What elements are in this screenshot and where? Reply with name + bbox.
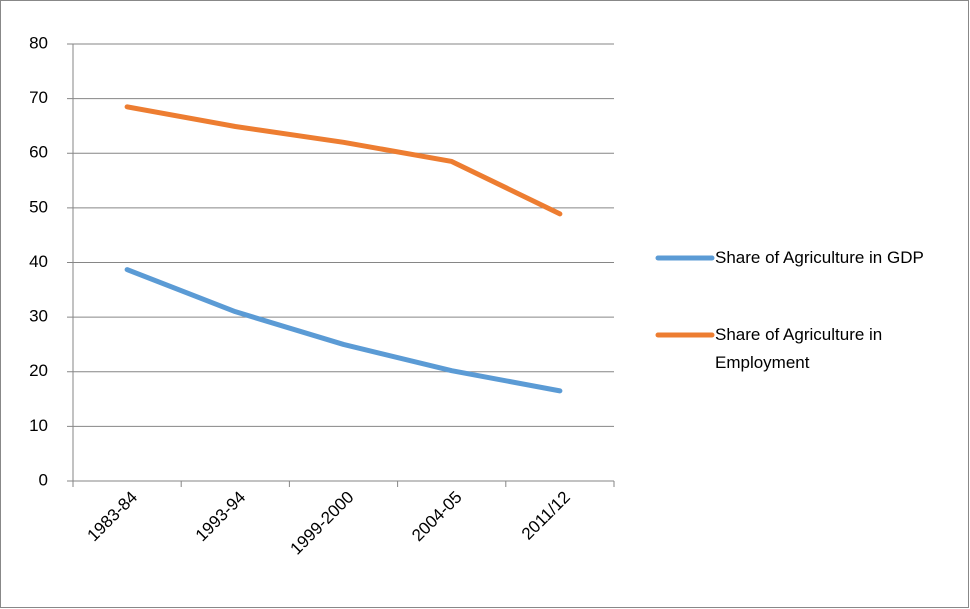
y-tick-label: 30 xyxy=(29,307,48,326)
y-tick-label: 60 xyxy=(29,143,48,162)
y-tick-label: 50 xyxy=(29,197,48,216)
y-tick-label: 20 xyxy=(29,361,48,380)
legend-label: Share of Agriculture in Employment xyxy=(715,325,883,372)
y-tick-label: 70 xyxy=(29,88,48,107)
y-tick-label: 10 xyxy=(29,416,48,435)
y-tick-label: 0 xyxy=(39,470,48,489)
series-line xyxy=(124,104,563,217)
y-tick-label: 80 xyxy=(29,33,48,52)
series-line xyxy=(124,267,563,394)
legend-label: Share of Agriculture in GDP xyxy=(715,248,924,267)
y-tick-label: 40 xyxy=(29,252,48,271)
